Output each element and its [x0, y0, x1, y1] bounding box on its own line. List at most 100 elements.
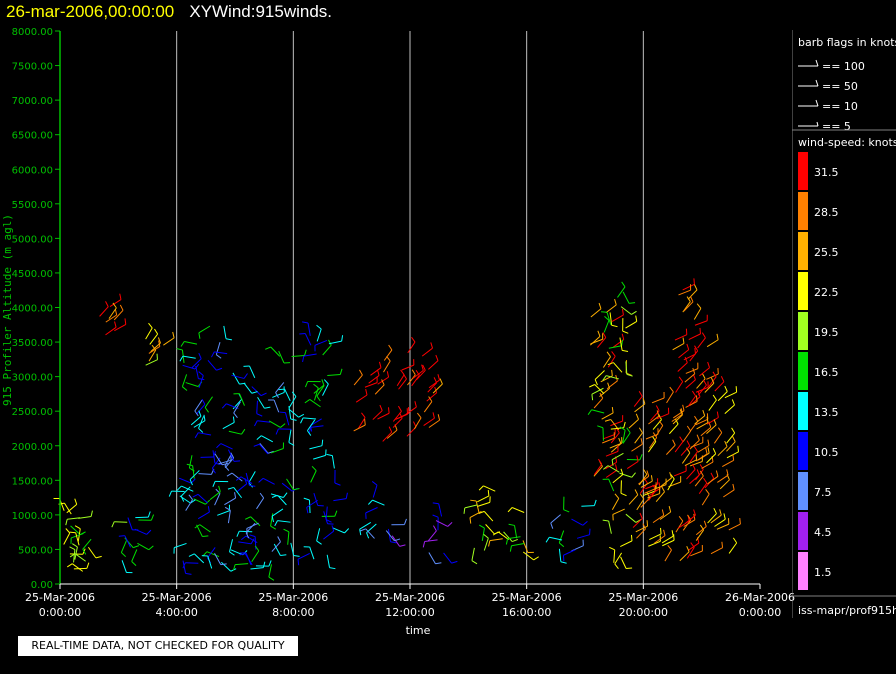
wind-barb [685, 362, 699, 374]
wind-barb [689, 345, 699, 362]
wind-barb [668, 418, 679, 435]
wind-barb [503, 531, 518, 543]
wind-barb [251, 545, 260, 563]
wind-barb [288, 406, 297, 421]
speed-swatch [798, 552, 808, 590]
wind-barb [690, 544, 703, 557]
wind-barb [662, 534, 675, 547]
wind-barb [619, 426, 626, 443]
y-tick-label: 5500.00 [12, 200, 53, 211]
wind-barb [697, 332, 706, 349]
wind-barb [602, 432, 615, 444]
wind-barb [196, 524, 209, 537]
wind-barb [672, 409, 683, 425]
wind-barb [611, 308, 624, 322]
wind-barb [631, 438, 643, 452]
wind-barb [675, 516, 684, 533]
x-tick-time: 12:00:00 [385, 606, 434, 619]
wind-barb [359, 528, 375, 539]
wind-barb [622, 318, 629, 334]
wind-barb [314, 340, 328, 352]
wind-barb [558, 530, 565, 548]
y-tick-label: 7500.00 [12, 62, 53, 73]
x-tick-time: 20:00:00 [619, 606, 668, 619]
wind-barb [469, 510, 482, 524]
wind-barb [272, 386, 285, 398]
x-tick-date: 25-Mar-2006 [492, 591, 562, 604]
wind-barb [328, 335, 344, 345]
wind-barb [385, 530, 401, 542]
wind-barb [610, 437, 622, 453]
wind-barb [299, 333, 312, 346]
wind-barb [258, 477, 275, 485]
wind-barb [686, 463, 696, 480]
source-label: iss-mapr/prof915h [798, 604, 896, 617]
wind-barb [313, 379, 325, 394]
wind-barb [251, 386, 267, 397]
wind-barb [323, 511, 334, 525]
wind-barb [120, 540, 127, 558]
wind-barb [374, 379, 385, 395]
wind-barb [189, 470, 200, 486]
wind-barb [316, 324, 322, 342]
wind-barb [545, 536, 563, 543]
wind-barb [364, 376, 378, 388]
wind-barb [620, 480, 627, 497]
wind-barb [724, 399, 735, 415]
wind-barb [717, 385, 728, 402]
wind-barb [463, 504, 478, 514]
wind-barb [217, 504, 230, 516]
wind-barb [288, 429, 295, 446]
wind-barb [66, 498, 78, 514]
wind-barb [706, 368, 719, 380]
barb-legend-label: == 10 [822, 100, 858, 113]
speed-label: 28.5 [814, 206, 839, 219]
wind-barb [382, 426, 393, 442]
wind-barb [145, 322, 153, 340]
wind-barb [620, 556, 633, 569]
wind-barb [197, 506, 210, 520]
wind-barb [678, 343, 690, 359]
wind-barb [231, 373, 248, 379]
wind-barb [695, 524, 705, 541]
wind-barb [370, 361, 382, 376]
wind-barb [714, 513, 726, 527]
wind-barb [109, 293, 122, 308]
wind-barb [576, 528, 591, 539]
wind-barb [682, 278, 695, 291]
wind-barb [275, 428, 292, 435]
wind-barb [609, 437, 623, 449]
wind-barb [181, 374, 188, 391]
wind-barb [150, 337, 161, 352]
wind-barb [423, 412, 435, 426]
wind-barb [326, 554, 336, 570]
wind-barb [198, 371, 204, 388]
wind-barb [428, 374, 441, 389]
wind-barb [256, 435, 274, 443]
wind-barb [304, 399, 321, 408]
x-tick-date: 25-Mar-2006 [142, 591, 212, 604]
wind-barb [111, 521, 128, 528]
wind-barb [63, 528, 71, 545]
wind-barb [432, 514, 439, 531]
wind-barb [661, 530, 674, 544]
wind-barb [653, 478, 667, 490]
wind-barb [673, 465, 687, 477]
wind-barb [224, 492, 237, 506]
speed-label: 22.5 [814, 286, 839, 299]
speed-legend: wind-speed: knots 31.5 28.5 25.5 22.5 19.5 16.… [792, 136, 896, 597]
wind-barb [699, 361, 711, 377]
wind-barb [233, 401, 241, 418]
speed-swatch [798, 512, 808, 550]
x-tick-time: 16:00:00 [502, 606, 551, 619]
barb-legend-label: == 5 [822, 120, 851, 133]
wind-barbs [53, 278, 741, 581]
wind-barb [105, 309, 118, 323]
wind-barb [256, 400, 263, 417]
wind-barb [278, 350, 291, 364]
speed-label: 16.5 [814, 366, 839, 379]
wind-barb [163, 331, 175, 346]
wind-barb [428, 414, 441, 428]
wind-barb [649, 527, 662, 540]
